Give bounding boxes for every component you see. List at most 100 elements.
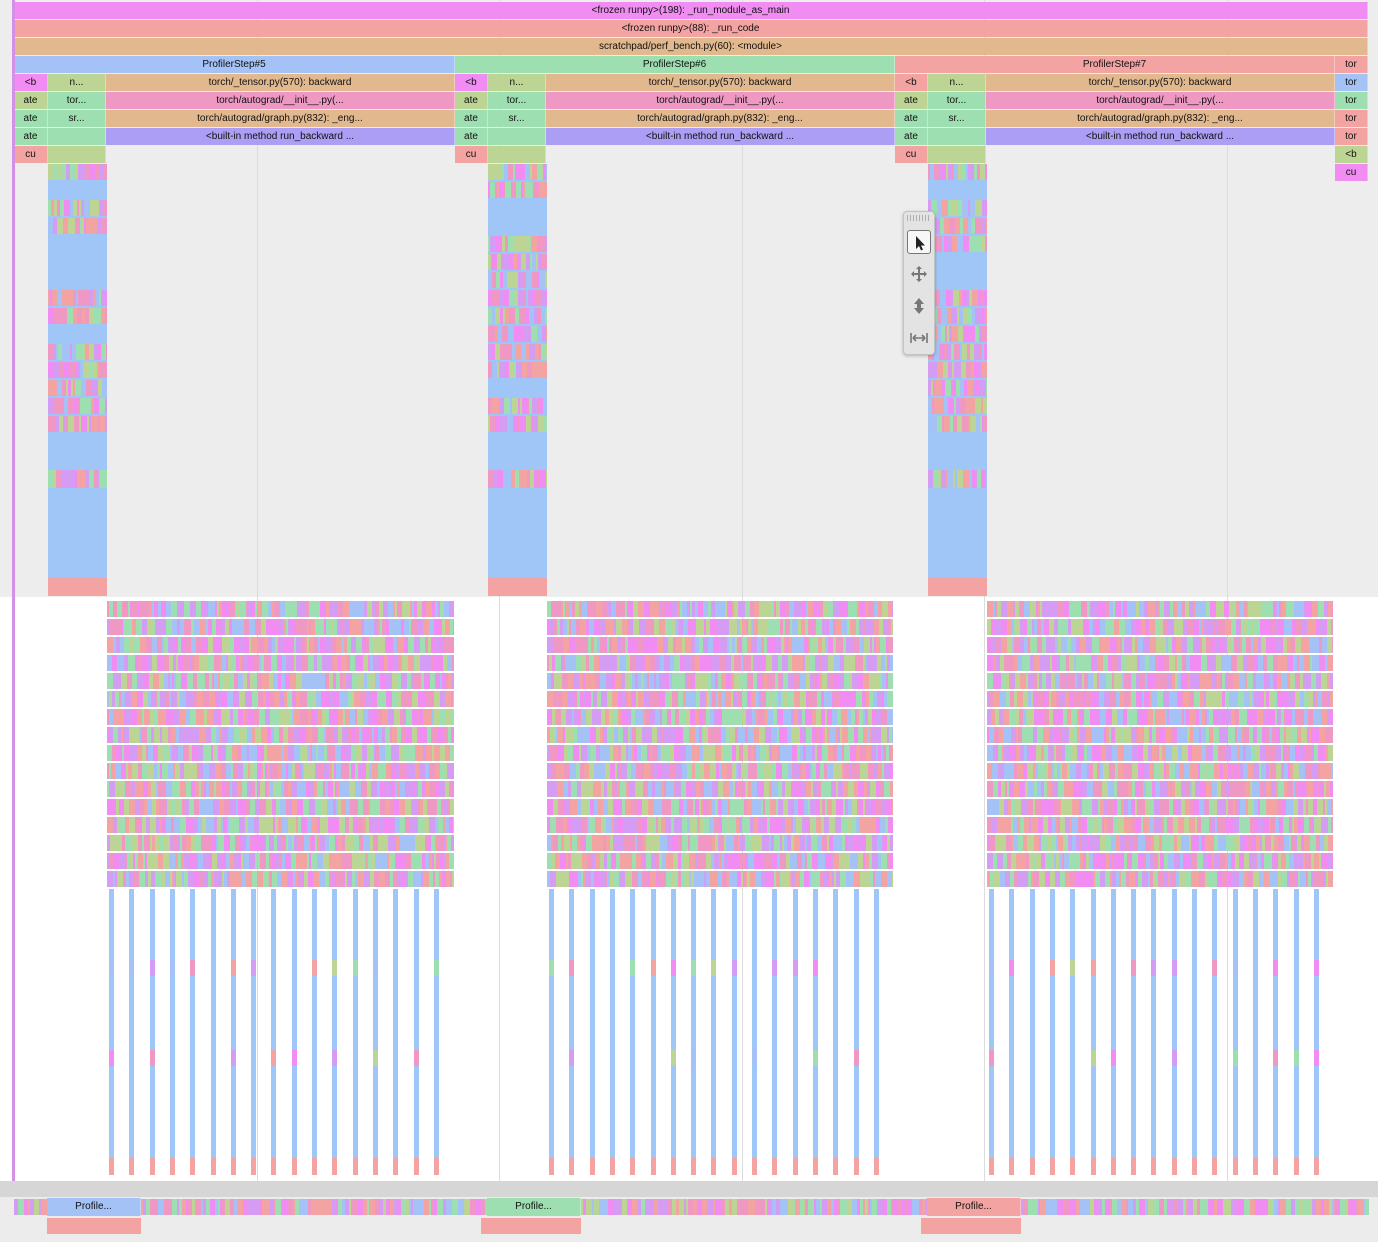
frame-stack-strip[interactable] xyxy=(170,745,172,761)
frame-stack-strip[interactable] xyxy=(670,960,676,976)
frame-stack-strip[interactable] xyxy=(1293,1050,1299,1066)
frame-stack-strip[interactable] xyxy=(211,745,213,761)
frame-stack-strip[interactable] xyxy=(68,380,71,396)
frame-stack-strip[interactable] xyxy=(48,200,51,216)
frame-stack-strip[interactable] xyxy=(545,308,547,324)
frame-stack-strip[interactable] xyxy=(404,637,408,653)
frame-torch-abbrev[interactable]: tor... xyxy=(928,92,986,109)
frame-stack-strip[interactable] xyxy=(79,200,81,216)
frame-stack-strip[interactable] xyxy=(85,308,89,324)
frame-stack-strip[interactable] xyxy=(112,745,116,761)
frame-stack-strip[interactable] xyxy=(426,655,431,671)
frame-stack-strip[interactable] xyxy=(274,619,280,635)
frame-stack-strip[interactable] xyxy=(355,619,361,635)
frame-stack-strip[interactable] xyxy=(451,835,454,851)
frame-stack-strip[interactable] xyxy=(302,655,308,671)
frame-stack-strip[interactable] xyxy=(65,416,68,432)
frame-stack-strip[interactable] xyxy=(392,673,397,689)
frame-stack[interactable] xyxy=(48,128,106,145)
frame-stack-strip[interactable] xyxy=(109,709,113,725)
frame-stack-strip[interactable] xyxy=(569,889,575,1175)
frame-stack-strip[interactable] xyxy=(105,308,107,324)
frame-stack-strip[interactable] xyxy=(57,218,63,234)
frame-stack-strip[interactable] xyxy=(280,601,285,617)
frame-stack-strip[interactable] xyxy=(320,601,326,617)
frame-stack-strip[interactable] xyxy=(324,745,327,761)
frame-stack-strip[interactable] xyxy=(892,727,893,743)
frame-stack-strip[interactable] xyxy=(74,398,77,414)
frame-stack-strip[interactable] xyxy=(271,727,274,743)
frame-stack-strip[interactable] xyxy=(453,619,454,635)
frame-stack-strip[interactable] xyxy=(143,601,149,617)
frame-stack-strip[interactable] xyxy=(362,637,366,653)
frame-stack-strip[interactable] xyxy=(164,673,168,689)
frame-stack-strip[interactable] xyxy=(99,470,103,488)
frame-stack-strip[interactable] xyxy=(109,601,113,617)
frame-stack-strip[interactable] xyxy=(284,691,287,707)
frame-stack-strip[interactable] xyxy=(338,655,341,671)
frame-stack-strip[interactable] xyxy=(153,673,159,689)
frame-stack-strip[interactable] xyxy=(130,637,134,653)
frame-stack-strip[interactable] xyxy=(261,673,263,689)
frame-stack-strip[interactable] xyxy=(569,960,575,976)
frame-stack-strip[interactable] xyxy=(194,655,199,671)
frame-aten-abbrev[interactable]: ate xyxy=(14,110,48,127)
frame-stack-strip[interactable] xyxy=(1330,709,1333,725)
frame-stack-strip[interactable] xyxy=(440,673,442,689)
frame-stack-strip[interactable] xyxy=(1313,889,1319,1175)
frame-stack-strip[interactable] xyxy=(196,637,202,653)
frame-autograd-init[interactable]: torch/autograd/__init__.py(... xyxy=(106,92,455,109)
frame-stack-strip[interactable] xyxy=(296,637,301,653)
frame-stack-strip[interactable] xyxy=(73,308,77,324)
frame-stack-strip[interactable] xyxy=(263,673,269,689)
frame-stack-strip[interactable] xyxy=(157,691,160,707)
frame-stack-strip[interactable] xyxy=(333,691,339,707)
frame-stack-strip[interactable] xyxy=(48,290,50,306)
frame-stack-strip[interactable] xyxy=(143,673,149,689)
frame-stack-strip[interactable] xyxy=(158,601,161,617)
frame-stack-strip[interactable] xyxy=(177,619,180,635)
frame-stack-strip[interactable] xyxy=(75,380,81,396)
frame-stack-strip[interactable] xyxy=(162,727,168,743)
frame-stack-strip[interactable] xyxy=(113,727,118,743)
frame-stack-strip[interactable] xyxy=(369,637,374,653)
frame-stack-strip[interactable] xyxy=(333,673,336,689)
frame-stack-strip[interactable] xyxy=(853,1050,859,1066)
frame-stack-strip[interactable] xyxy=(50,380,55,396)
frame-stack-strip[interactable] xyxy=(168,727,171,743)
frame-stack-strip[interactable] xyxy=(312,889,317,1175)
frame-stack-strip[interactable] xyxy=(118,709,124,725)
frame-stack-strip[interactable] xyxy=(352,960,358,976)
frame-stack-strip[interactable] xyxy=(196,709,201,725)
frame-stack-strip[interactable] xyxy=(1192,1158,1197,1175)
frame-stack-strip[interactable] xyxy=(453,817,454,833)
frame-stack-strip[interactable] xyxy=(225,619,229,635)
frame-stack-strip[interactable] xyxy=(48,164,54,180)
frame-stack-strip[interactable] xyxy=(232,619,235,635)
frame-stack-strip[interactable] xyxy=(543,398,547,414)
frame-stack-strip[interactable] xyxy=(352,889,358,1175)
frame-stack-strip[interactable] xyxy=(110,727,113,743)
frame-stack-strip[interactable] xyxy=(364,601,367,617)
frame-stack-strip[interactable] xyxy=(109,1158,114,1175)
frame-stack-strip[interactable] xyxy=(245,727,247,743)
frame-stack-strip[interactable] xyxy=(62,344,68,360)
frame-stack-strip[interactable] xyxy=(812,1050,818,1066)
frame-stack-strip[interactable] xyxy=(124,655,128,671)
frame-stack-strip[interactable] xyxy=(292,709,294,725)
frame-stack-strip[interactable] xyxy=(61,308,67,324)
frame-stack-strip[interactable] xyxy=(54,344,56,360)
frame-stack-strip[interactable] xyxy=(1232,960,1238,976)
frame-stack-strip[interactable] xyxy=(446,709,452,725)
frame-stack-strip[interactable] xyxy=(873,1158,879,1175)
frame-stack-strip[interactable] xyxy=(410,637,414,653)
frame-tensor-backward[interactable]: torch/_tensor.py(570): backward xyxy=(106,74,455,91)
frame-stack-strip[interactable] xyxy=(66,380,68,396)
frame-stack-strip[interactable] xyxy=(136,619,140,635)
frame-stack-strip[interactable] xyxy=(752,1158,757,1175)
frame-stack-strip[interactable] xyxy=(190,1158,196,1175)
frame-stack-strip[interactable] xyxy=(115,691,119,707)
frame-stack-strip[interactable] xyxy=(235,619,240,635)
frame-aten-abbrev[interactable]: ate xyxy=(895,110,928,127)
frame-stack-strip[interactable] xyxy=(189,655,192,671)
